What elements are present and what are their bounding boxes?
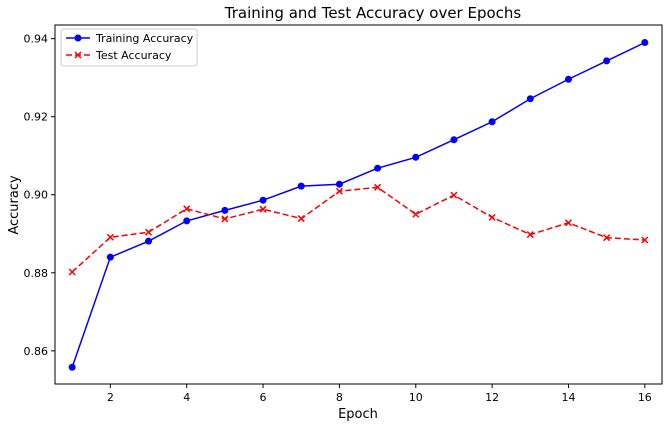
- test-accuracy-point: [259, 205, 267, 213]
- x-axis-label: Epoch: [338, 407, 378, 422]
- test-accuracy-point: [450, 191, 458, 199]
- test-accuracy-point: [564, 219, 572, 227]
- training-accuracy-point: [259, 196, 267, 204]
- x-tick-label: 6: [260, 391, 267, 404]
- training-accuracy-point: [68, 363, 76, 371]
- y-tick-label: 0.88: [24, 267, 49, 280]
- training-accuracy-point: [641, 39, 649, 47]
- test-accuracy-line: [71, 186, 645, 273]
- test-accuracy-point: [145, 228, 153, 236]
- test-accuracy-point: [183, 205, 191, 213]
- training-accuracy-point: [145, 237, 153, 245]
- training-accuracy-point: [106, 253, 114, 261]
- test-accuracy-point: [488, 213, 496, 221]
- test-accuracy-point: [106, 233, 114, 241]
- training-accuracy-point: [603, 57, 611, 65]
- training-accuracy-line: [71, 41, 646, 368]
- training-accuracy-legend-marker: [74, 34, 82, 42]
- x-tick-label: 14: [561, 391, 575, 404]
- test-accuracy-point: [641, 236, 649, 244]
- test-accuracy-point: [68, 268, 76, 276]
- test-accuracy-point: [297, 215, 305, 223]
- training-accuracy-point: [183, 217, 191, 225]
- training-accuracy-point: [412, 153, 420, 161]
- test-accuracy-point: [374, 183, 382, 191]
- training-accuracy-point: [221, 206, 229, 214]
- test-accuracy-point: [526, 231, 534, 239]
- training-accuracy-point: [526, 95, 534, 103]
- training-accuracy-point: [450, 136, 458, 144]
- y-axis: 0.86 0.88 0.90 0.92 0.94: [24, 33, 55, 358]
- y-axis-label: Accuracy: [7, 175, 22, 235]
- x-tick-label: 2: [107, 391, 114, 404]
- test-accuracy-legend-label: Test Accuracy: [95, 49, 172, 62]
- y-tick-label: 0.86: [24, 345, 49, 358]
- x-axis: 2 4 6 8 10 12 14 16: [107, 384, 652, 404]
- training-accuracy-point: [374, 164, 382, 172]
- y-tick-label: 0.90: [24, 189, 49, 202]
- legend: Training Accuracy Test Accuracy: [60, 28, 198, 67]
- legend-frame: [60, 28, 198, 67]
- test-accuracy-point: [603, 234, 611, 242]
- training-accuracy-point: [488, 118, 496, 126]
- plot-area-frame: [54, 24, 663, 385]
- x-tick-label: 4: [183, 391, 190, 404]
- x-tick-label: 8: [336, 391, 343, 404]
- series-layer: [68, 39, 649, 371]
- training-accuracy-point: [297, 182, 305, 190]
- training-accuracy-point: [335, 180, 343, 188]
- x-tick-label: 16: [638, 391, 652, 404]
- test-accuracy-point: [221, 215, 229, 223]
- test-accuracy-point: [412, 210, 420, 218]
- y-tick-label: 0.92: [24, 111, 49, 124]
- test-accuracy-legend-marker: [74, 51, 82, 59]
- test-accuracy-point: [335, 187, 343, 195]
- training-accuracy-point: [564, 75, 572, 83]
- x-tick-label: 10: [409, 391, 423, 404]
- y-tick-label: 0.94: [24, 33, 49, 46]
- x-tick-label: 12: [485, 391, 499, 404]
- chart-title: Training and Test Accuracy over Epochs: [224, 4, 522, 22]
- training-accuracy-legend-label: Training Accuracy: [95, 32, 194, 45]
